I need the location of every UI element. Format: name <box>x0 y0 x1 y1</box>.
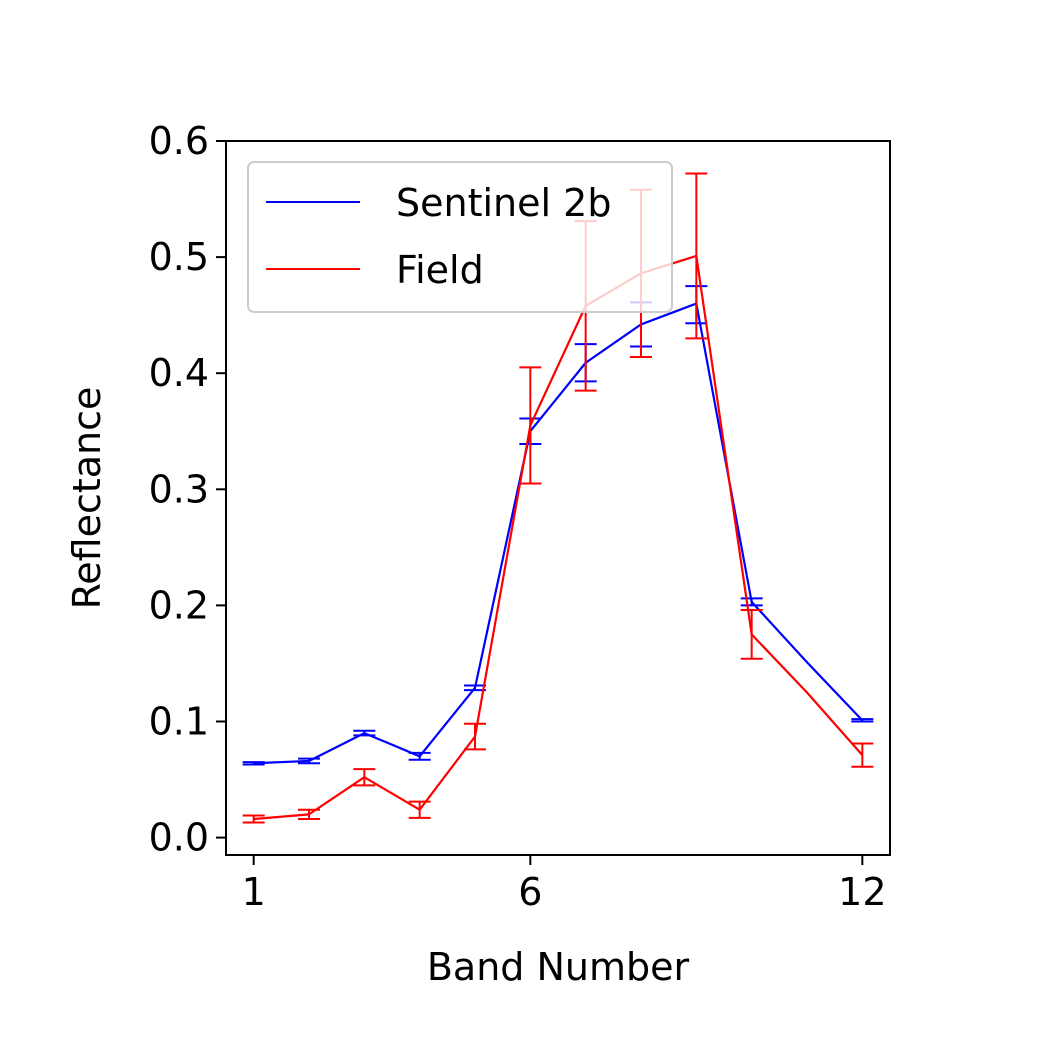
y-tick-label: 0.3 <box>149 467 209 511</box>
x-tick-label: 1 <box>242 870 266 914</box>
x-tick-label: 12 <box>838 870 886 914</box>
series-line <box>253 302 864 765</box>
legend-box <box>247 161 673 313</box>
x-axis-label: Band Number <box>427 945 690 989</box>
legend-label-sentinel-2b: Sentinel 2b <box>396 181 611 225</box>
plot-frame <box>225 140 891 856</box>
y-tick-label: 0.1 <box>149 699 209 743</box>
y-tick-label: 0.5 <box>149 235 209 279</box>
legend: Sentinel 2b Field <box>247 161 673 313</box>
y-tick-label: 0.4 <box>149 351 209 395</box>
x-tick-label: 6 <box>518 870 542 914</box>
y-tick-label: 0.0 <box>149 816 209 860</box>
legend-label-field: Field <box>396 248 484 292</box>
y-tick-label: 0.2 <box>149 583 209 627</box>
y-tick-label: 0.6 <box>149 119 209 163</box>
axes-layer: 0.0 0.1 0.2 0.3 0.4 0.5 0.6 1 6 12 <box>149 119 887 914</box>
series-line <box>253 254 864 821</box>
y-axis-label: Reflectance <box>65 387 109 610</box>
